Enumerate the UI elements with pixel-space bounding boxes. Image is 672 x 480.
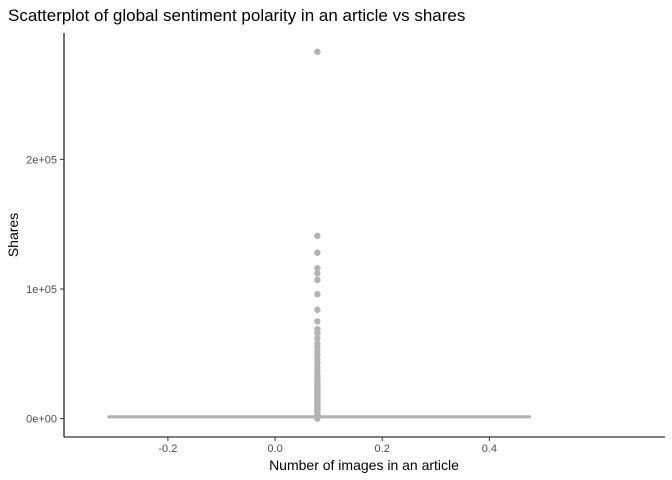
x-tick-label: 0.4 bbox=[482, 443, 497, 455]
data-point bbox=[314, 290, 321, 298]
data-point bbox=[314, 335, 321, 342]
data-point bbox=[314, 249, 321, 256]
x-axis-ticks: -0.2 0.0 0.2 0.4 bbox=[158, 437, 497, 455]
x-axis-label: Number of images in an article bbox=[269, 457, 459, 473]
x-tick-label: 0.0 bbox=[267, 443, 282, 455]
chart-title: Scatterplot of global sentiment polarity… bbox=[8, 6, 465, 25]
x-tick-label: 0.2 bbox=[375, 443, 390, 455]
data-point bbox=[314, 48, 321, 55]
y-tick-label: 2e+05 bbox=[26, 154, 57, 166]
y-tick-label: 0e+00 bbox=[26, 414, 57, 426]
y-tick-label: 1e+05 bbox=[26, 284, 57, 296]
y-axis-ticks: 0e+00 1e+05 2e+05 bbox=[26, 154, 64, 426]
data-point bbox=[314, 329, 321, 337]
data-point bbox=[314, 373, 321, 381]
data-point bbox=[314, 232, 321, 240]
data-point bbox=[314, 270, 321, 277]
y-axis-label: Shares bbox=[5, 213, 21, 257]
data-point bbox=[314, 306, 321, 313]
plot-area bbox=[107, 48, 532, 422]
data-point bbox=[314, 318, 321, 325]
data-point bbox=[314, 265, 321, 272]
x-tick-label: -0.2 bbox=[158, 443, 177, 455]
data-point bbox=[314, 276, 321, 284]
